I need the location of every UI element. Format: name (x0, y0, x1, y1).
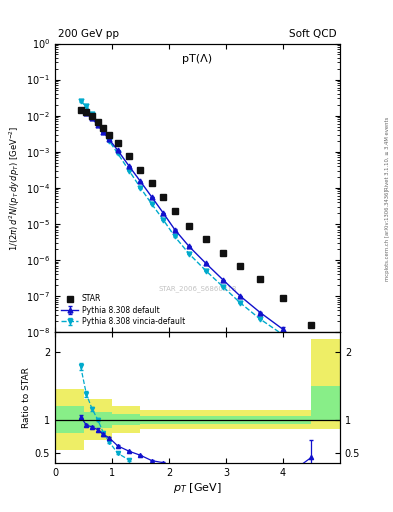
Text: Soft QCD: Soft QCD (290, 29, 337, 39)
STAR (127, 153, 132, 159)
STAR (173, 208, 177, 214)
STAR (95, 119, 100, 125)
STAR (150, 180, 154, 186)
STAR (116, 139, 120, 145)
STAR (161, 194, 166, 200)
X-axis label: $p_T$ [GeV]: $p_T$ [GeV] (173, 481, 222, 495)
Text: pT(Λ): pT(Λ) (182, 54, 213, 63)
Line: STAR: STAR (77, 108, 314, 328)
STAR (107, 132, 112, 138)
STAR (204, 236, 208, 242)
Text: mcplots.cern.ch [arXiv:1306.3436]: mcplots.cern.ch [arXiv:1306.3436] (385, 190, 390, 281)
STAR (90, 114, 94, 120)
STAR (238, 263, 242, 269)
STAR (258, 276, 263, 282)
STAR (84, 109, 89, 115)
Text: 200 GeV pp: 200 GeV pp (58, 29, 119, 39)
STAR (78, 108, 83, 114)
Legend: STAR, Pythia 8.308 default, Pythia 8.308 vincia-default: STAR, Pythia 8.308 default, Pythia 8.308… (59, 292, 187, 328)
Y-axis label: Ratio to STAR: Ratio to STAR (22, 367, 31, 428)
STAR (187, 223, 191, 229)
Text: STAR_2006_S6860818: STAR_2006_S6860818 (158, 286, 237, 292)
STAR (281, 295, 285, 301)
Y-axis label: $1/(2\pi)\,d^2N/(p_T\,dy\,dp_T)$ [GeV$^{-2}$]: $1/(2\pi)\,d^2N/(p_T\,dy\,dp_T)$ [GeV$^{… (7, 125, 22, 250)
STAR (221, 249, 226, 255)
STAR (309, 322, 314, 328)
STAR (101, 125, 106, 131)
STAR (138, 166, 143, 173)
Text: Rivet 3.1.10, ≥ 3.4M events: Rivet 3.1.10, ≥ 3.4M events (385, 117, 390, 190)
